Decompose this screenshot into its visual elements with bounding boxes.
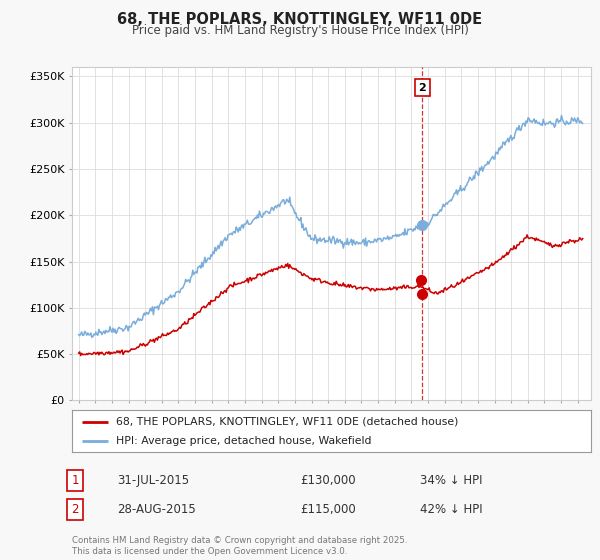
Text: 1: 1 xyxy=(71,474,79,487)
Text: 42% ↓ HPI: 42% ↓ HPI xyxy=(420,503,482,516)
Text: 2: 2 xyxy=(418,82,426,92)
Text: HPI: Average price, detached house, Wakefield: HPI: Average price, detached house, Wake… xyxy=(116,436,371,446)
Text: 34% ↓ HPI: 34% ↓ HPI xyxy=(420,474,482,487)
Text: 31-JUL-2015: 31-JUL-2015 xyxy=(117,474,189,487)
Text: 68, THE POPLARS, KNOTTINGLEY, WF11 0DE (detached house): 68, THE POPLARS, KNOTTINGLEY, WF11 0DE (… xyxy=(116,417,458,427)
Text: 2: 2 xyxy=(71,503,79,516)
Text: 28-AUG-2015: 28-AUG-2015 xyxy=(117,503,196,516)
Text: 68, THE POPLARS, KNOTTINGLEY, WF11 0DE: 68, THE POPLARS, KNOTTINGLEY, WF11 0DE xyxy=(118,12,482,27)
Text: Contains HM Land Registry data © Crown copyright and database right 2025.
This d: Contains HM Land Registry data © Crown c… xyxy=(72,536,407,556)
Text: Price paid vs. HM Land Registry's House Price Index (HPI): Price paid vs. HM Land Registry's House … xyxy=(131,24,469,37)
Text: £115,000: £115,000 xyxy=(300,503,356,516)
Text: £130,000: £130,000 xyxy=(300,474,356,487)
